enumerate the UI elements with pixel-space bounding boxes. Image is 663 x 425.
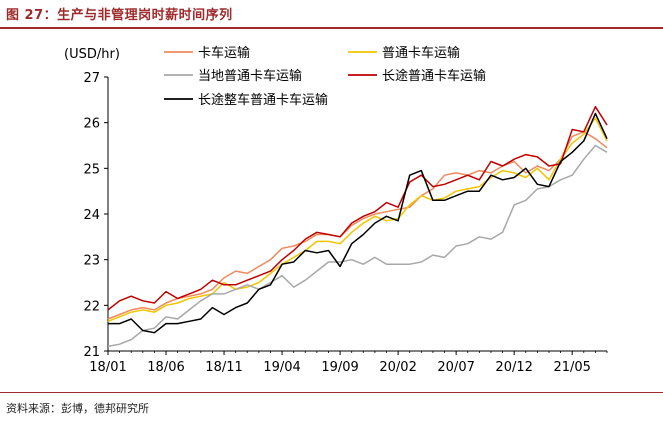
y-tick-label: 23 <box>83 254 100 269</box>
line-chart: 21 22 23 24 25 26 27 18/01 18/06 18/11 19/04 19/09 2… <box>64 45 608 375</box>
x-tick-label: 21/05 <box>553 360 590 375</box>
legend-label-0: 卡车运输 <box>198 45 250 61</box>
legend-label-2: 当地普通卡车运输 <box>198 68 302 84</box>
y-tick-label: 21 <box>83 345 100 360</box>
legend-label-1: 普通卡车运输 <box>382 45 460 61</box>
x-tick-label: 20/02 <box>379 360 416 375</box>
x-tick-label: 18/01 <box>89 360 126 375</box>
title-rule <box>0 27 663 29</box>
series-line-4 <box>108 112 608 334</box>
x-tick-label: 19/04 <box>263 360 300 375</box>
source-rule <box>0 392 663 393</box>
series-line-3 <box>107 105 608 311</box>
series-layer <box>107 105 608 348</box>
series-line-1 <box>107 117 608 322</box>
y-tick-label: 22 <box>83 299 100 314</box>
source-note: 资料来源：彭博，德邦研究所 <box>6 402 149 415</box>
x-tick-label: 20/07 <box>437 360 474 375</box>
legend-label-4: 长途整车普通卡车运输 <box>198 92 328 108</box>
x-tick-label: 18/06 <box>147 360 184 375</box>
y-axis-label: (USD/hr) <box>64 47 120 62</box>
y-tick-label: 25 <box>83 162 100 177</box>
x-tick-label: 20/12 <box>495 360 532 375</box>
y-tick-label: 24 <box>83 208 100 223</box>
x-tick-label: 19/09 <box>321 360 358 375</box>
axes: 21 22 23 24 25 26 27 18/01 18/06 18/11 19/04 19/09 2… <box>83 71 608 375</box>
legend-label-3: 长途普通卡车运输 <box>382 68 486 84</box>
x-tick-label: 18/11 <box>205 360 242 375</box>
series-line-0 <box>107 131 608 320</box>
y-tick-label: 27 <box>83 71 100 86</box>
series-line-2 <box>107 144 608 348</box>
y-tick-label: 26 <box>83 117 100 132</box>
figure-title: 图 27：生产与非管理岗时薪时间序列 <box>6 8 233 23</box>
